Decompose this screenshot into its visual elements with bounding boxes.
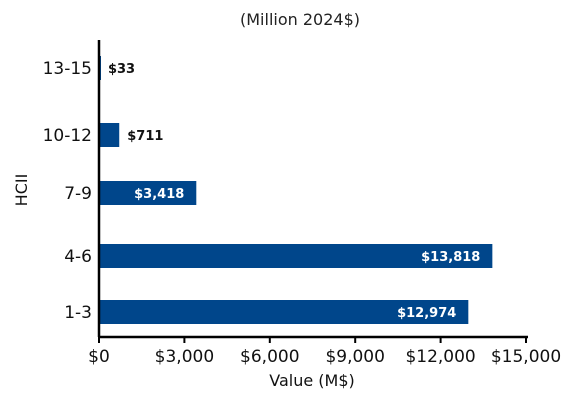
bar-1-3 bbox=[99, 300, 469, 324]
x-tick-label: $15,000 bbox=[491, 347, 561, 367]
y-tick-label-7-9: 7-9 bbox=[64, 184, 92, 204]
bar-4-6 bbox=[99, 244, 493, 268]
x-tick-label: $3,000 bbox=[155, 347, 214, 367]
chart-subtitle: (Million 2024$) bbox=[240, 10, 360, 29]
y-axis-label: HCII bbox=[12, 174, 31, 207]
data-label-1-3: $12,974 bbox=[397, 306, 456, 321]
y-tick-label-10-12: 10-12 bbox=[43, 126, 92, 146]
bars-group: $33 $711 $3,418 $13,818 $12,974 bbox=[99, 56, 493, 324]
y-tick-label-13-15: 13-15 bbox=[43, 59, 92, 79]
x-tick-label: $0 bbox=[88, 347, 110, 367]
data-label-13-15: $33 bbox=[108, 62, 135, 77]
data-label-7-9: $3,418 bbox=[134, 187, 184, 202]
x-tick-label: $6,000 bbox=[240, 347, 299, 367]
data-label-4-6: $13,818 bbox=[421, 250, 480, 265]
y-tick-labels: 13-15 10-12 7-9 4-6 1-3 bbox=[43, 59, 92, 323]
y-tick-label-1-3: 1-3 bbox=[64, 303, 92, 323]
x-tick-label: $9,000 bbox=[325, 347, 384, 367]
bar-10-12 bbox=[99, 123, 120, 147]
bar-7-9 bbox=[99, 181, 197, 205]
x-ticks: $0 $3,000 $6,000 $9,000 $12,000 $15,000 bbox=[88, 337, 561, 367]
data-label-10-12: $711 bbox=[127, 129, 163, 144]
y-tick-label-4-6: 4-6 bbox=[64, 247, 92, 267]
x-tick-label: $12,000 bbox=[405, 347, 475, 367]
x-axis-label: Value (M$) bbox=[269, 371, 355, 390]
